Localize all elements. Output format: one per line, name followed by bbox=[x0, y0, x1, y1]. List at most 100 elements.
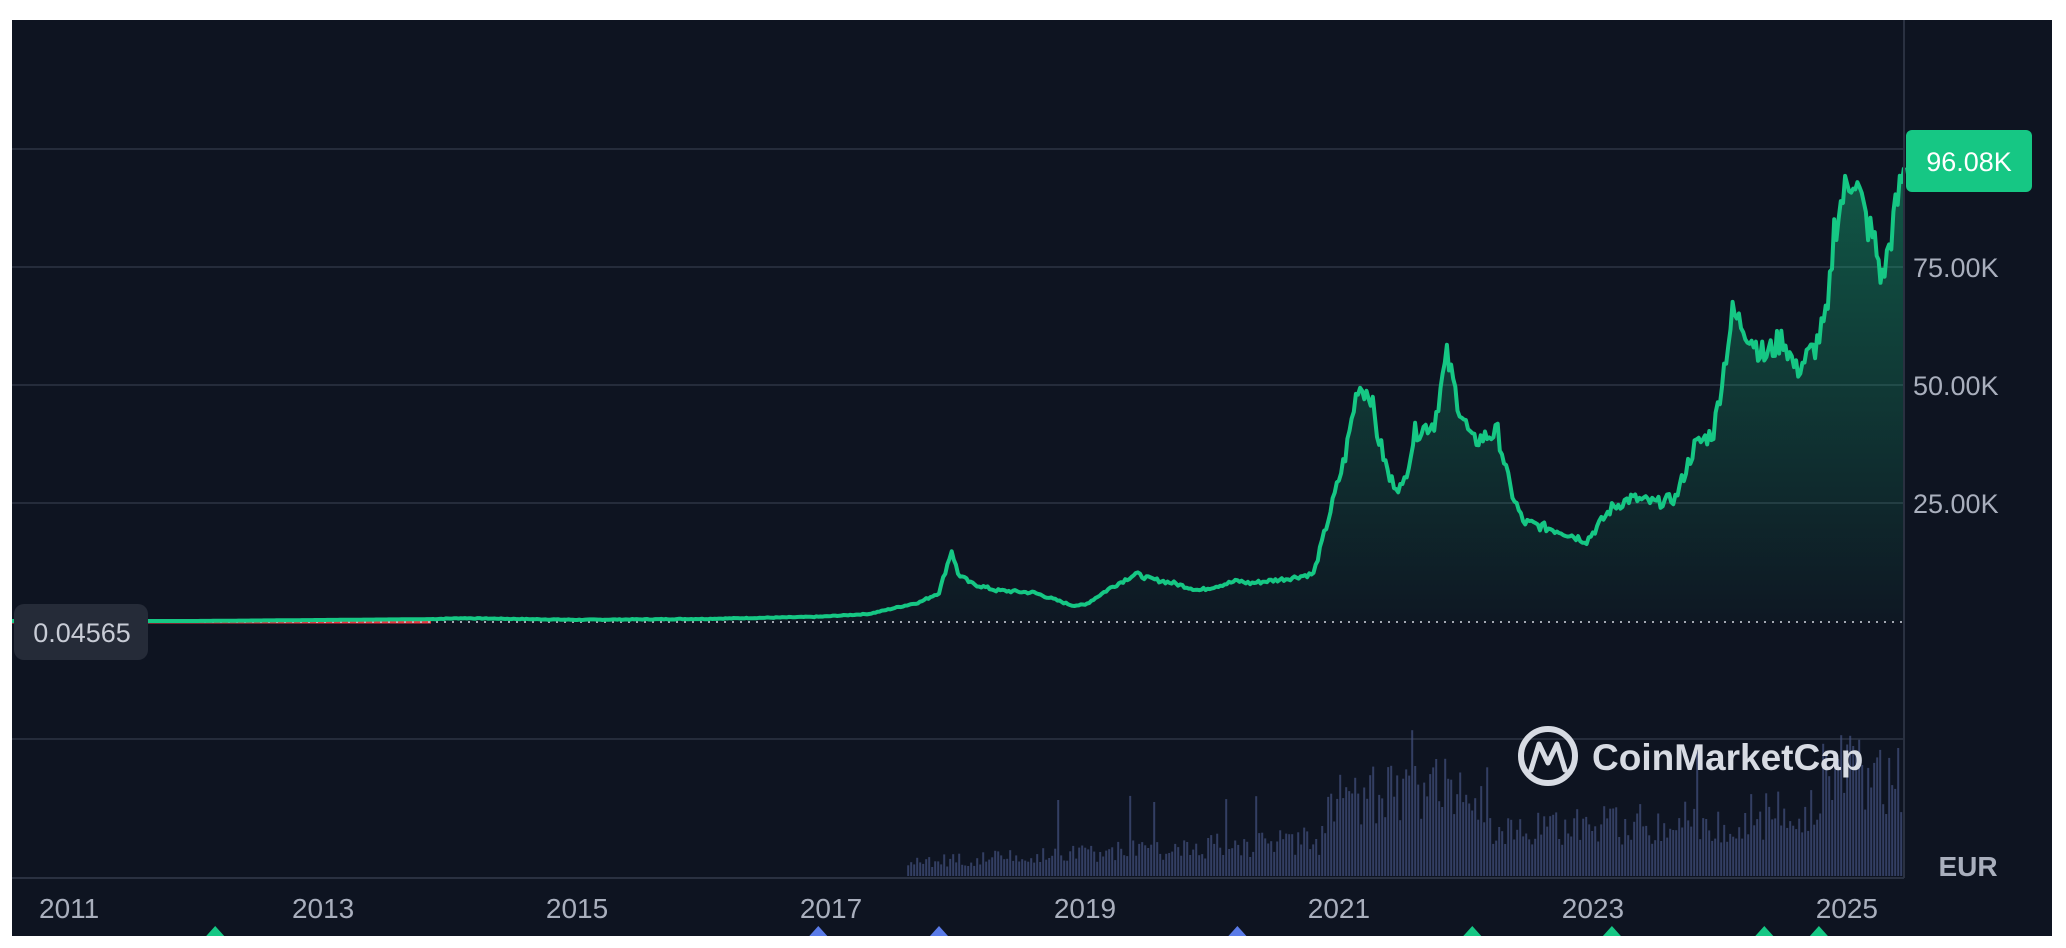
volume-bar bbox=[1237, 844, 1240, 876]
volume-bar bbox=[1195, 843, 1198, 876]
volume-bar bbox=[1690, 826, 1693, 876]
volume-bar bbox=[1843, 792, 1846, 876]
volume-bar bbox=[1039, 862, 1042, 876]
volume-bar bbox=[1552, 814, 1555, 876]
event-marker-icon[interactable] bbox=[809, 926, 828, 936]
volume-bar bbox=[1639, 804, 1642, 876]
volume-bar bbox=[1654, 840, 1657, 876]
volume-bar bbox=[1456, 794, 1459, 876]
volume-bar bbox=[1435, 759, 1438, 876]
volume-bar bbox=[1537, 812, 1540, 876]
volume-bar bbox=[1816, 819, 1819, 876]
volume-bar bbox=[1735, 838, 1738, 876]
volume-bar bbox=[1897, 748, 1900, 876]
volume-bar bbox=[1231, 848, 1234, 876]
volume-bar bbox=[1651, 843, 1654, 876]
volume-bar bbox=[1738, 827, 1741, 876]
start-price-badge-bg bbox=[14, 604, 148, 660]
event-marker-icon[interactable] bbox=[1228, 926, 1247, 936]
event-marker-icon[interactable] bbox=[930, 926, 948, 936]
volume-bar bbox=[1513, 839, 1516, 876]
volume-bar bbox=[1624, 819, 1627, 876]
volume-bar bbox=[1270, 841, 1273, 876]
volume-bar bbox=[1021, 859, 1024, 876]
volume-bar bbox=[1390, 765, 1393, 876]
volume-bar bbox=[1675, 830, 1678, 876]
event-marker-icon[interactable] bbox=[1602, 926, 1621, 936]
volume-bar bbox=[1837, 758, 1840, 876]
volume-bar bbox=[1303, 827, 1306, 876]
volume-bar bbox=[1891, 785, 1894, 876]
volume-bar bbox=[1153, 802, 1156, 876]
volume-bar bbox=[1711, 840, 1714, 876]
volume-bar bbox=[1024, 860, 1027, 876]
volume-bar bbox=[913, 864, 916, 876]
event-marker-icon[interactable] bbox=[1463, 926, 1482, 936]
volume-bar bbox=[1366, 798, 1369, 876]
volume-bar bbox=[1543, 816, 1546, 876]
volume-bar bbox=[1078, 847, 1081, 876]
volume-bar bbox=[1645, 825, 1648, 876]
x-axis: 2011 2013 2015 2017 2019 2021 2023 2025 bbox=[39, 893, 1878, 924]
volume-bar bbox=[1474, 798, 1477, 876]
volume-bar bbox=[1327, 796, 1330, 876]
volume-bar bbox=[1609, 808, 1612, 876]
volume-bar bbox=[1849, 735, 1852, 876]
volume-bar bbox=[1102, 856, 1105, 876]
volume-bar bbox=[1762, 839, 1765, 876]
volume-bar bbox=[1459, 772, 1462, 876]
volume-bar bbox=[1531, 844, 1534, 876]
volume-bar bbox=[1240, 855, 1243, 876]
event-marker-icon[interactable] bbox=[1809, 926, 1828, 936]
volume-bar bbox=[1369, 775, 1372, 876]
volume-bar bbox=[1096, 861, 1099, 876]
volume-bar bbox=[1582, 818, 1585, 876]
volume-bar bbox=[1699, 839, 1702, 876]
volume-bar bbox=[1123, 855, 1126, 876]
volume-bar bbox=[1405, 769, 1408, 876]
volume-bar bbox=[1534, 838, 1537, 876]
volume-bar bbox=[1138, 843, 1141, 876]
volume-bar bbox=[1468, 803, 1471, 876]
volume-bar bbox=[922, 863, 925, 876]
x-tick-label: 2017 bbox=[800, 893, 862, 924]
volume-bar bbox=[1777, 791, 1780, 876]
x-tick-label: 2025 bbox=[1816, 893, 1878, 924]
volume-bar bbox=[1243, 839, 1246, 876]
volume-bar bbox=[1606, 818, 1609, 876]
volume-bar bbox=[940, 864, 943, 876]
volume-bar bbox=[1729, 833, 1732, 876]
volume-bar bbox=[1564, 819, 1567, 876]
volume-bar bbox=[1186, 842, 1189, 876]
volume-bar bbox=[1108, 849, 1111, 876]
volume-bar bbox=[1315, 839, 1318, 876]
volume-bar bbox=[1339, 774, 1342, 876]
volume-bar bbox=[1495, 840, 1498, 876]
volume-bar bbox=[1885, 814, 1888, 876]
volume-bar bbox=[1603, 806, 1606, 876]
volume-bar bbox=[1672, 830, 1675, 876]
volume-bar bbox=[1429, 774, 1432, 876]
volume-bar bbox=[1222, 855, 1225, 876]
volume-bar bbox=[1810, 790, 1813, 876]
volume-bar bbox=[1357, 793, 1360, 876]
volume-bar bbox=[1345, 787, 1348, 876]
volume-bar bbox=[1900, 812, 1903, 876]
volume-bar bbox=[1447, 778, 1450, 876]
volume-bar bbox=[1648, 835, 1651, 876]
volume-bar bbox=[1492, 843, 1495, 876]
volume-bar bbox=[1093, 851, 1096, 876]
event-marker-icon[interactable] bbox=[1755, 926, 1774, 936]
event-marker-icon[interactable] bbox=[206, 926, 225, 936]
volume-bar bbox=[1378, 794, 1381, 876]
volume-bar bbox=[1273, 851, 1276, 876]
volume-bar bbox=[1198, 855, 1201, 876]
volume-bar bbox=[964, 865, 967, 876]
volume-bar bbox=[1846, 744, 1849, 876]
volume-bar bbox=[1090, 845, 1093, 876]
currency-label: EUR bbox=[1938, 851, 1997, 882]
volume-bar bbox=[1555, 812, 1558, 876]
volume-bar bbox=[1714, 838, 1717, 876]
volume-bar bbox=[1117, 841, 1120, 876]
volume-bar bbox=[1030, 858, 1033, 876]
